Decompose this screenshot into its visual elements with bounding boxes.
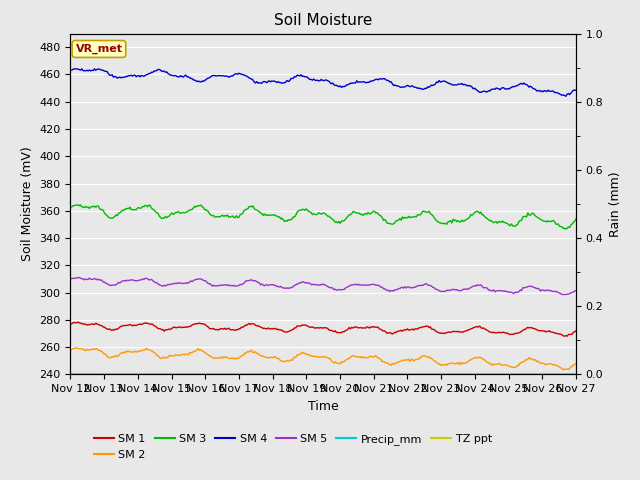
- SM 3: [129, 207, 136, 213]
- SM 2: [129, 349, 136, 355]
- SM 5: [433, 287, 440, 292]
- SM 3: [232, 213, 240, 218]
- SM 2: [386, 362, 394, 368]
- SM 1: [67, 321, 74, 327]
- SM 4: [129, 73, 136, 79]
- SM 5: [232, 283, 240, 289]
- Line: SM 1: SM 1: [70, 322, 576, 336]
- Line: SM 3: SM 3: [70, 205, 576, 229]
- SM 3: [67, 204, 74, 210]
- SM 2: [435, 360, 443, 366]
- SM 2: [232, 356, 240, 362]
- SM 3: [268, 212, 276, 218]
- Line: SM 2: SM 2: [70, 348, 576, 370]
- SM 3: [435, 220, 443, 226]
- SM 2: [433, 360, 440, 365]
- SM 4: [67, 68, 74, 73]
- TZ ppt: [231, 371, 239, 377]
- Legend: SM 1, SM 2, SM 3, SM 4, SM 5, Precip_mm, TZ ppt: SM 1, SM 2, SM 3, SM 4, SM 5, Precip_mm,…: [90, 430, 496, 464]
- SM 1: [268, 325, 276, 331]
- SM 5: [572, 288, 580, 293]
- SM 1: [435, 330, 443, 336]
- Y-axis label: Rain (mm): Rain (mm): [609, 171, 622, 237]
- SM 1: [563, 333, 571, 339]
- SM 2: [67, 348, 74, 354]
- Line: SM 5: SM 5: [70, 277, 576, 295]
- SM 5: [129, 277, 136, 283]
- SM 1: [433, 329, 440, 335]
- Precip_mm: [127, 371, 135, 376]
- TZ ppt: [127, 371, 135, 377]
- SM 3: [386, 221, 394, 227]
- Precip_mm: [267, 371, 275, 376]
- SM 3: [74, 202, 82, 208]
- TZ ppt: [434, 371, 442, 377]
- TZ ppt: [267, 371, 275, 377]
- SM 2: [73, 345, 81, 350]
- SM 4: [268, 78, 276, 84]
- SM 3: [562, 226, 570, 232]
- TZ ppt: [431, 371, 439, 377]
- Text: VR_met: VR_met: [76, 44, 122, 54]
- Precip_mm: [431, 371, 439, 376]
- SM 3: [433, 218, 440, 224]
- Precip_mm: [572, 371, 580, 376]
- SM 2: [268, 355, 276, 360]
- Y-axis label: Soil Moisture (mV): Soil Moisture (mV): [21, 146, 34, 262]
- SM 4: [433, 79, 440, 85]
- SM 1: [386, 330, 394, 336]
- SM 2: [572, 361, 580, 367]
- SM 1: [232, 327, 240, 333]
- SM 4: [572, 87, 580, 93]
- SM 5: [67, 276, 74, 282]
- SM 5: [558, 292, 566, 298]
- TZ ppt: [572, 371, 580, 377]
- X-axis label: Time: Time: [308, 400, 339, 413]
- SM 4: [435, 78, 443, 84]
- SM 1: [572, 328, 580, 334]
- TZ ppt: [67, 371, 74, 377]
- Precip_mm: [231, 371, 239, 376]
- Line: SM 4: SM 4: [70, 69, 576, 96]
- SM 5: [386, 288, 394, 294]
- SM 5: [268, 282, 276, 288]
- Precip_mm: [385, 371, 392, 376]
- SM 5: [76, 275, 83, 280]
- SM 5: [435, 288, 443, 294]
- Title: Soil Moisture: Soil Moisture: [274, 13, 372, 28]
- Precip_mm: [434, 371, 442, 376]
- SM 4: [91, 66, 99, 72]
- TZ ppt: [385, 371, 392, 377]
- SM 4: [562, 94, 570, 99]
- SM 4: [232, 71, 240, 77]
- SM 2: [559, 367, 567, 373]
- SM 1: [74, 319, 82, 325]
- SM 3: [572, 216, 580, 222]
- Precip_mm: [67, 371, 74, 376]
- SM 1: [129, 323, 136, 329]
- SM 4: [386, 79, 394, 85]
